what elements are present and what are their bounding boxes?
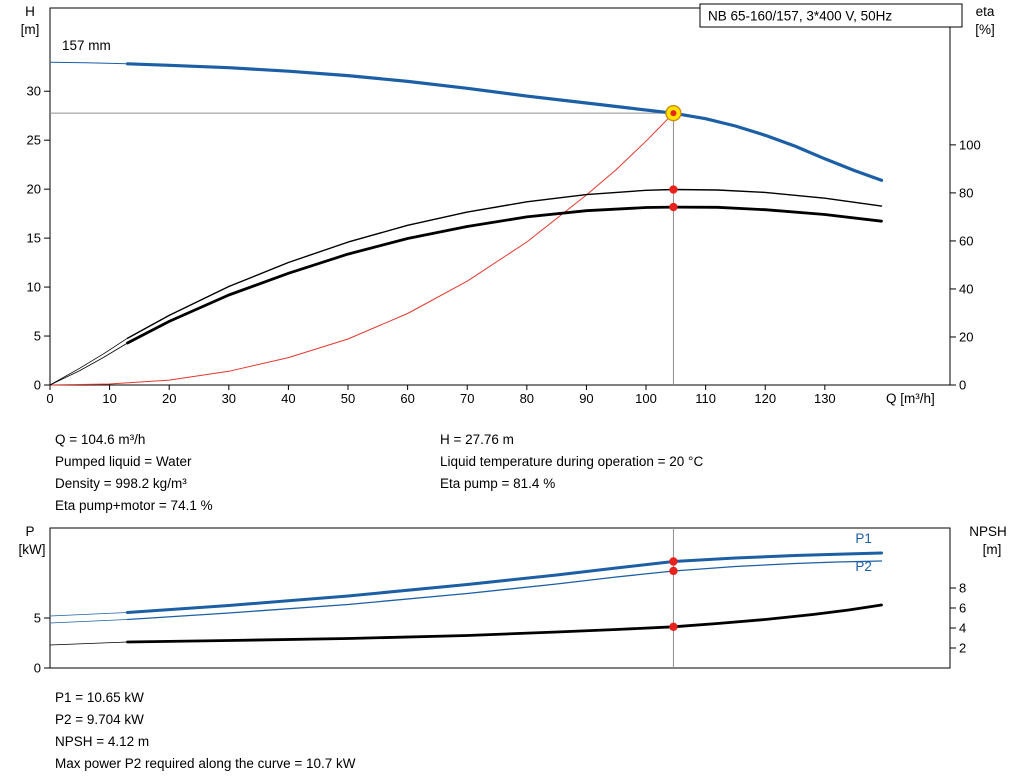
info-line-q: Q = 104.6 m³/h [55, 432, 146, 447]
series-eta-pump-motor-lead [49, 342, 128, 386]
y-left-axis-title: H [25, 4, 35, 19]
y-right-tick-label: 6 [959, 601, 966, 616]
y-left-axis-unit: [m] [21, 22, 40, 37]
series-label-P2: P2 [855, 559, 872, 574]
x-tick-label: 100 [635, 391, 657, 406]
x-tick-label: 10 [102, 391, 116, 406]
plot-area: 0 5 2 4 6 8 P1 P2 [34, 528, 966, 676]
x-tick-label: 20 [162, 391, 176, 406]
info-line-max-power: Max power P2 required along the curve = … [55, 756, 356, 771]
y-left-axis-unit: [kW] [19, 542, 46, 557]
series-npsh [126, 603, 883, 644]
info-line-h: H = 27.76 m [440, 432, 514, 447]
y-right-tick-label: 100 [959, 137, 981, 152]
x-tick-label: 30 [222, 391, 236, 406]
y-left-tick-label: 30 [27, 84, 41, 99]
info-line-npsh: NPSH = 4.12 m [55, 734, 150, 749]
x-tick-label: 40 [281, 391, 295, 406]
series-p1-lead [49, 612, 128, 617]
y-left-tick-label: 0 [34, 661, 41, 676]
operating-data-left-column: Q = 104.6 m³/h Pumped liquid = Water Den… [55, 429, 213, 517]
y-right-axis-title: NPSH [969, 524, 1007, 539]
y-left-tick-label: 25 [27, 133, 41, 148]
y-left-axis-title: P [25, 524, 34, 539]
series-system-curve [49, 112, 674, 386]
y-right-tick-label: 4 [959, 621, 966, 636]
title-box: NB 65-160/157, 3*400 V, 50Hz [699, 3, 963, 28]
info-line-temperature: Liquid temperature during operation = 20… [440, 454, 704, 469]
info-line-eta-pump: Eta pump = 81.4 % [440, 476, 556, 491]
y-right-tick-label: 80 [959, 185, 973, 200]
plot-frame [49, 527, 951, 669]
marker-dot [669, 622, 678, 631]
y-left-tick-label: 0 [34, 378, 41, 393]
duty-point-center [670, 110, 677, 117]
series-eta-pump [126, 188, 883, 339]
power-npsh-results: P1 = 10.65 kW P2 = 9.704 kW NPSH = 4.12 … [55, 687, 356, 775]
y-right-axis-title: eta [976, 4, 995, 19]
y-right-tick-label: 40 [959, 281, 973, 296]
x-tick-label: 120 [754, 391, 776, 406]
y-right-axis-unit: [%] [975, 22, 995, 37]
pump-type-title: NB 65-160/157, 3*400 V, 50Hz [708, 9, 892, 24]
y-left-tick-label: 10 [27, 280, 41, 295]
plot-frame [49, 7, 951, 386]
y-left-tick-label: 15 [27, 231, 41, 246]
info-line-liquid: Pumped liquid = Water [55, 454, 192, 469]
power-npsh-chart: 0 5 2 4 6 8 P1 P2 P [kW] NPSH [m] [19, 524, 1007, 676]
series-npsh-lead [49, 641, 128, 646]
x-axis-title: Q [m³/h] [886, 391, 935, 406]
y-right-tick-label: 0 [959, 378, 966, 393]
x-tick-label: 80 [520, 391, 534, 406]
y-right-tick-label: 20 [959, 329, 973, 344]
y-left-tick-label: 20 [27, 182, 41, 197]
x-tick-label: 0 [46, 391, 53, 406]
series-p2 [126, 560, 883, 621]
x-tick-label: 90 [579, 391, 593, 406]
operating-data-right-column: H = 27.76 m Liquid temperature during op… [440, 429, 703, 495]
impeller-size-label: 157 mm [62, 38, 111, 53]
y-right-tick-label: 8 [959, 581, 966, 596]
info-line-p2: P2 = 9.704 kW [55, 712, 144, 727]
plot-area: 0 10 20 30 40 50 60 70 80 90 100 110 120 130 0 5 10 15 20 2… [27, 61, 981, 406]
y-right-tick-label: 60 [959, 233, 973, 248]
x-tick-label: 70 [460, 391, 474, 406]
info-line-density: Density = 998.2 kg/m³ [55, 476, 187, 491]
y-right-axis-unit: [m] [983, 542, 1002, 557]
series-p2-lead [49, 619, 128, 624]
x-tick-label: 130 [814, 391, 836, 406]
marker-dot [669, 202, 678, 212]
marker-dot [669, 185, 678, 194]
series-head-157mm [125, 62, 884, 182]
pump-head-efficiency-chart: 0 10 20 30 40 50 60 70 80 90 100 110 120 130 0 5 10 15 20 2… [21, 3, 995, 406]
x-tick-label: 50 [341, 391, 355, 406]
series-eta-pump-lead [49, 337, 128, 386]
title-box-border [699, 3, 963, 28]
x-tick-label: 60 [400, 391, 414, 406]
series-eta-pump-motor [126, 205, 883, 345]
series-p1 [126, 551, 883, 614]
x-tick-label: 110 [695, 391, 716, 406]
marker-dot [669, 566, 678, 576]
y-right-tick-label: 2 [959, 641, 966, 656]
series-label-P1: P1 [855, 531, 872, 546]
series-head-lead [49, 61, 128, 65]
info-line-eta-pump-motor: Eta pump+motor = 74.1 % [55, 498, 213, 513]
marker-dot [669, 557, 678, 566]
y-left-tick-label: 5 [34, 329, 41, 344]
y-left-tick-label: 5 [34, 611, 41, 626]
info-line-p1: P1 = 10.65 kW [55, 690, 144, 705]
